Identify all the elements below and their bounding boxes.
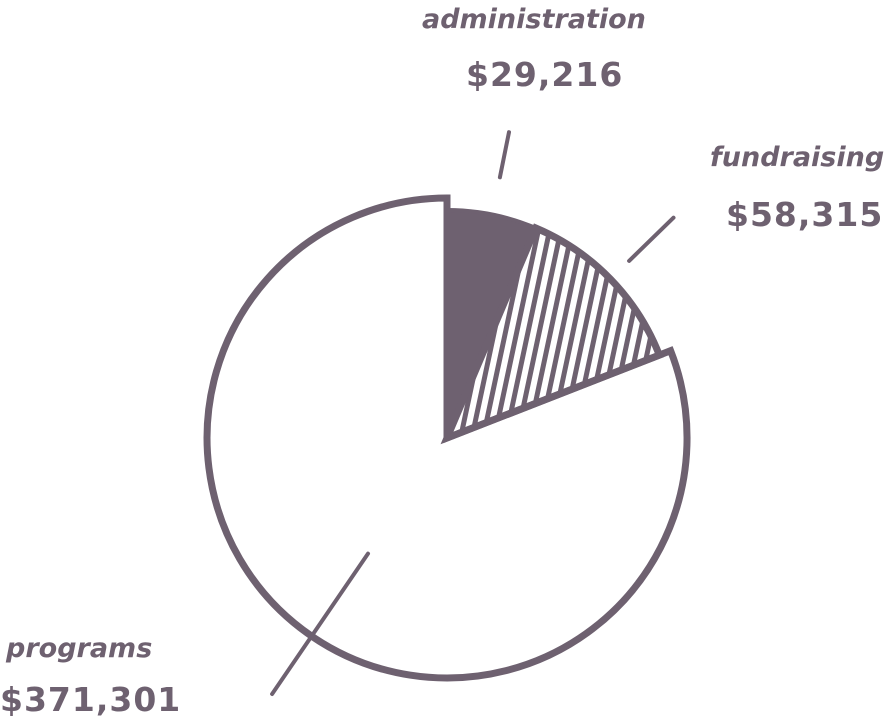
leader-line-programs	[270, 551, 370, 696]
leader-line-fundraising	[627, 215, 676, 263]
slice-value-programs: $371,301	[0, 680, 182, 719]
slice-value-administration: $29,216	[466, 55, 624, 94]
pie-slice-programs	[203, 194, 691, 682]
slice-label-programs: programs	[6, 633, 153, 664]
pie-slice-fundraising	[440, 223, 664, 445]
leader-line-administration	[497, 130, 511, 180]
slice-label-fundraising: fundraising	[710, 142, 885, 173]
slice-label-administration: administration	[422, 4, 646, 35]
slice-value-fundraising: $58,315	[726, 195, 884, 234]
